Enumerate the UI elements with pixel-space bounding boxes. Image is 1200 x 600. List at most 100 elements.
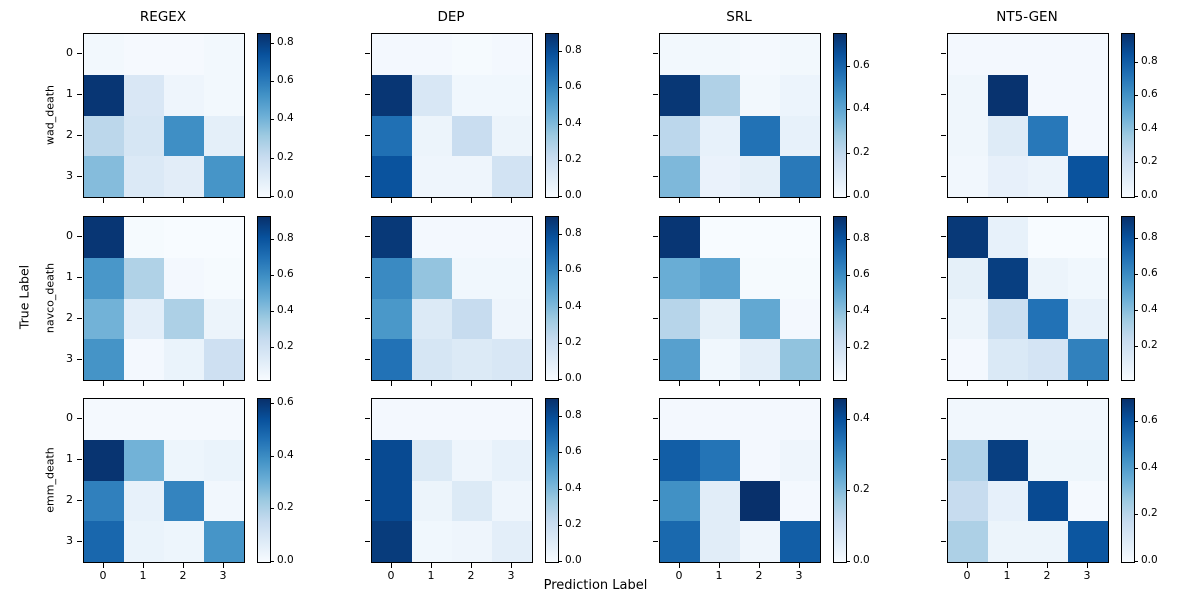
colorbar-tick-label: 0.4 <box>853 412 870 425</box>
colorbar <box>833 216 847 381</box>
heatmap-cell <box>492 298 532 340</box>
heatmap-cell <box>700 439 740 481</box>
y-axis-tick <box>941 134 946 136</box>
colorbar <box>833 398 847 563</box>
colorbar-tick-label: 0.0 <box>565 372 582 384</box>
y-tick-label: 3 <box>66 533 73 547</box>
heatmap-cell <box>780 298 820 340</box>
heatmap-cell <box>372 156 412 197</box>
heatmap-cell <box>124 74 164 116</box>
y-axis-tick <box>653 53 658 55</box>
y-axis-tick <box>365 53 370 55</box>
heatmap-cell <box>372 439 412 481</box>
colorbar-tick-label: 0.0 <box>565 554 582 566</box>
x-axis-tick <box>1087 381 1088 386</box>
heatmap <box>83 33 245 198</box>
y-tick-label: 1 <box>66 452 73 466</box>
x-axis-tick <box>183 198 184 203</box>
colorbar-tick-label: 0.6 <box>565 263 582 276</box>
y-axis-tick <box>77 540 82 542</box>
x-tick-label: 1 <box>715 569 723 582</box>
heatmap-cell <box>1028 298 1068 340</box>
x-axis-tick <box>431 381 432 386</box>
x-tick-label: 3 <box>219 569 227 582</box>
colorbar-tick <box>558 416 562 418</box>
heatmap-cell <box>948 257 988 299</box>
colorbar-tick <box>1134 467 1138 469</box>
x-axis-tick <box>143 198 144 203</box>
heatmap-cell <box>492 156 532 197</box>
y-axis-tick <box>77 236 82 238</box>
heatmap-cell <box>988 298 1028 340</box>
x-axis-tick <box>759 198 760 203</box>
colorbar-tick-label: 0.2 <box>565 152 582 165</box>
y-axis-label: True Label <box>16 264 32 330</box>
y-axis-tick <box>941 317 946 319</box>
x-axis-tick <box>719 563 720 568</box>
heatmap-cell <box>124 156 164 197</box>
heatmap-cell <box>660 399 700 440</box>
heatmap-cell <box>988 74 1028 116</box>
heatmap <box>371 33 533 198</box>
heatmap-cell <box>988 34 1028 75</box>
heatmap-cell <box>988 257 1028 299</box>
heatmap-cell <box>988 156 1028 197</box>
y-axis-tick <box>77 277 82 279</box>
heatmap-cell <box>124 521 164 562</box>
panel-title: NT5-GEN <box>996 9 1058 25</box>
colorbar-tick-label: 0.4 <box>853 303 870 316</box>
y-axis-tick <box>653 277 658 279</box>
y-axis-tick <box>653 540 658 542</box>
heatmap-cell <box>700 480 740 522</box>
heatmap-cell <box>372 399 412 440</box>
x-axis-tick <box>967 198 968 203</box>
heatmap-cell <box>740 480 780 522</box>
x-axis-tick <box>967 563 968 568</box>
x-axis-tick <box>1047 563 1048 568</box>
y-axis-tick <box>77 175 82 177</box>
y-tick-label: 2 <box>66 492 73 506</box>
heatmap-cell <box>372 521 412 562</box>
heatmap-cell <box>412 156 452 197</box>
heatmap-cell <box>204 439 244 481</box>
colorbar-tick-label: 0.6 <box>1141 266 1158 279</box>
heatmap-cell <box>452 439 492 481</box>
colorbar-tick-label: 0.8 <box>565 409 582 422</box>
colorbar-tick-label: 0.8 <box>565 44 582 57</box>
colorbar-tick <box>558 379 562 380</box>
heatmap <box>83 398 245 563</box>
colorbar <box>833 33 847 198</box>
heatmap-cell <box>988 115 1028 157</box>
panel-title: SRL <box>726 9 752 25</box>
heatmap-cell <box>948 115 988 157</box>
x-axis-label: Prediction Label <box>543 578 648 593</box>
y-axis-tick <box>77 317 82 319</box>
colorbar-tick-label: 0.4 <box>565 299 582 312</box>
colorbar-tick <box>846 275 850 277</box>
y-tick-label: 2 <box>66 310 73 324</box>
x-axis-tick <box>143 381 144 386</box>
heatmap-cell <box>780 34 820 75</box>
colorbar-tick-label: 0.0 <box>1141 554 1158 566</box>
colorbar-tick <box>1134 273 1138 275</box>
x-axis-tick <box>431 563 432 568</box>
heatmap-cell <box>84 339 124 380</box>
heatmap-cell <box>780 156 820 197</box>
heatmap-cell <box>164 115 204 157</box>
colorbar-tick-label: 0.6 <box>565 80 582 93</box>
heatmap-cell <box>452 74 492 116</box>
x-tick-label: 2 <box>179 569 187 582</box>
colorbar-tick-label: 0.8 <box>853 232 870 245</box>
colorbar-tick <box>1134 196 1138 197</box>
heatmap-cell <box>492 439 532 481</box>
heatmap-cell <box>948 156 988 197</box>
colorbar <box>545 33 559 198</box>
colorbar-tick <box>846 419 850 421</box>
x-axis-tick <box>223 563 224 568</box>
colorbar-tick <box>846 152 850 154</box>
heatmap-cell <box>660 339 700 380</box>
y-axis-tick <box>365 236 370 238</box>
colorbar-tick <box>1134 421 1138 423</box>
colorbar-tick-label: 0.6 <box>277 396 294 409</box>
